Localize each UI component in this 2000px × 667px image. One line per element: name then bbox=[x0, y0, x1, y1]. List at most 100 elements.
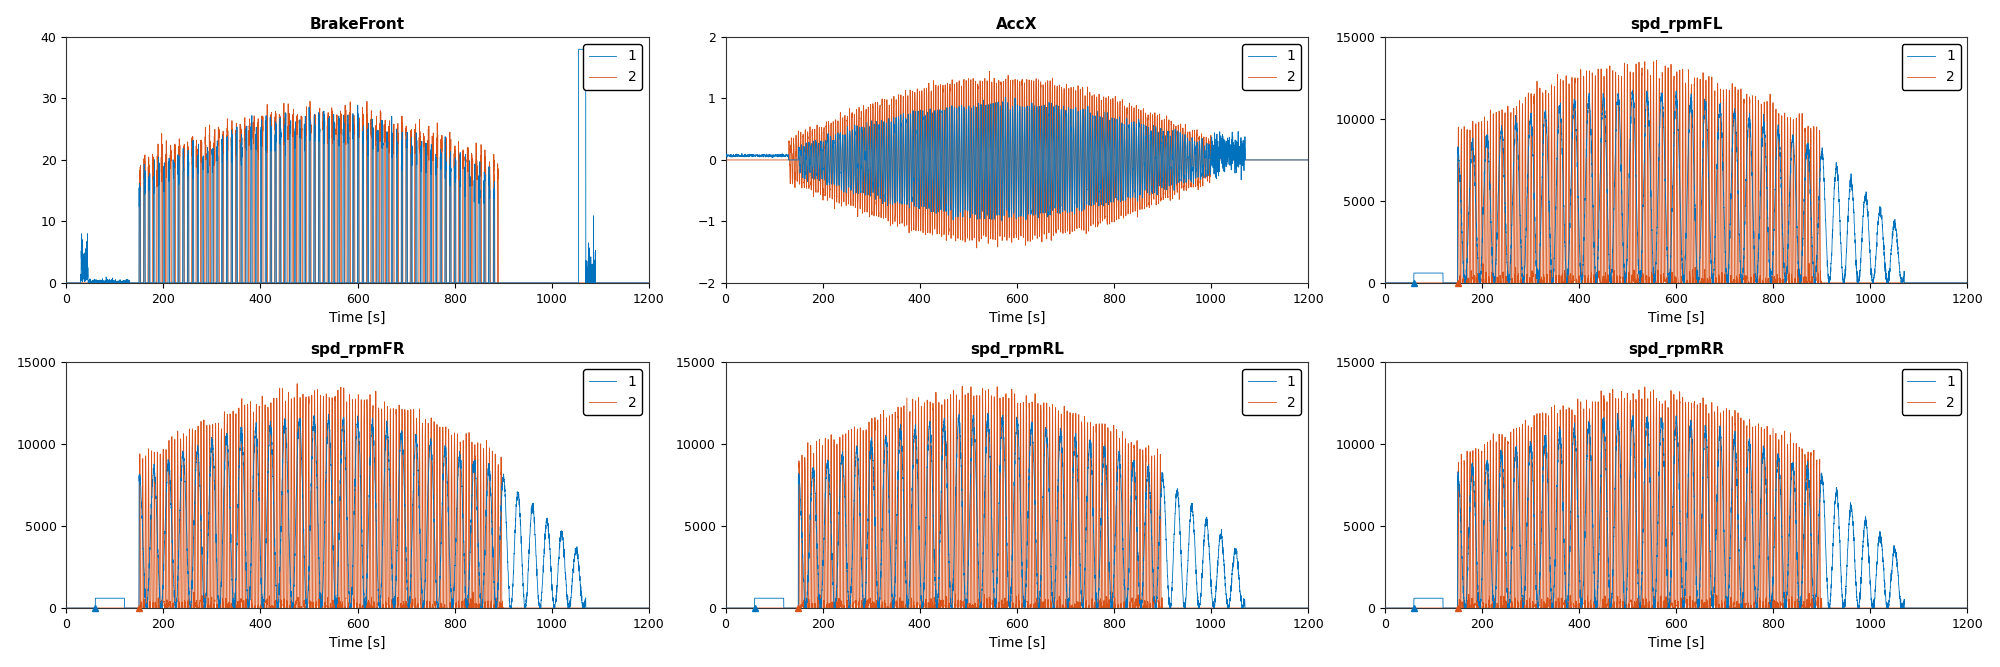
Title: spd_rpmRL: spd_rpmRL bbox=[970, 342, 1064, 358]
2 bbox=[714, 156, 738, 164]
2 bbox=[1622, 275, 1646, 283]
Legend: 1, 2: 1, 2 bbox=[584, 44, 642, 90]
1 bbox=[1956, 604, 1980, 612]
Title: spd_rpmFR: spd_rpmFR bbox=[310, 342, 404, 358]
1 bbox=[1780, 465, 1804, 473]
1 bbox=[1606, 410, 1630, 418]
2 bbox=[950, 382, 974, 390]
1 bbox=[314, 459, 338, 467]
2 bbox=[1496, 437, 1520, 445]
2 bbox=[1780, 271, 1804, 279]
2 bbox=[298, 97, 322, 105]
2 bbox=[1496, 103, 1520, 111]
1 bbox=[836, 593, 860, 601]
2 bbox=[578, 604, 602, 612]
1 bbox=[1034, 119, 1058, 127]
1 bbox=[1622, 132, 1646, 140]
2 bbox=[304, 604, 328, 612]
2 bbox=[1296, 604, 1320, 612]
2 bbox=[1034, 194, 1058, 202]
1 bbox=[964, 452, 988, 460]
Legend: 1, 2: 1, 2 bbox=[584, 369, 642, 415]
Title: AccX: AccX bbox=[996, 17, 1038, 31]
X-axis label: Time [s]: Time [s] bbox=[1648, 636, 1704, 650]
2 bbox=[964, 604, 988, 612]
Line: 1: 1 bbox=[66, 49, 648, 283]
1 bbox=[1120, 466, 1144, 474]
1 bbox=[1496, 598, 1520, 606]
2 bbox=[376, 410, 400, 418]
1 bbox=[990, 217, 1014, 225]
2 bbox=[286, 380, 310, 388]
2 bbox=[636, 604, 660, 612]
1 bbox=[462, 466, 486, 474]
1 bbox=[1372, 604, 1396, 612]
1 bbox=[974, 457, 998, 465]
1 bbox=[636, 604, 660, 612]
1 bbox=[1620, 87, 1644, 95]
2 bbox=[1694, 83, 1718, 91]
2 bbox=[1898, 279, 1922, 287]
2 bbox=[54, 604, 78, 612]
X-axis label: Time [s]: Time [s] bbox=[988, 311, 1046, 325]
1 bbox=[376, 136, 400, 144]
Legend: 1, 2: 1, 2 bbox=[1242, 369, 1302, 415]
Line: 1: 1 bbox=[726, 97, 1308, 221]
2 bbox=[1898, 604, 1922, 612]
1 bbox=[994, 93, 1018, 101]
Line: 2: 2 bbox=[1384, 387, 1968, 608]
2 bbox=[1632, 411, 1656, 419]
2 bbox=[1372, 279, 1396, 287]
Line: 1: 1 bbox=[1384, 91, 1968, 283]
2 bbox=[178, 279, 202, 287]
Line: 2: 2 bbox=[66, 101, 648, 283]
2 bbox=[836, 200, 860, 208]
1 bbox=[1694, 103, 1718, 111]
2 bbox=[314, 404, 338, 412]
2 bbox=[1632, 383, 1656, 391]
1 bbox=[1034, 431, 1058, 439]
1 bbox=[376, 430, 400, 438]
2 bbox=[1120, 183, 1144, 191]
1 bbox=[578, 279, 602, 287]
2 bbox=[1296, 156, 1320, 164]
X-axis label: Time [s]: Time [s] bbox=[1648, 311, 1704, 325]
1 bbox=[636, 279, 660, 287]
Line: 1: 1 bbox=[726, 414, 1308, 608]
2 bbox=[974, 400, 998, 408]
1 bbox=[714, 151, 738, 159]
2 bbox=[314, 279, 338, 287]
Line: 1: 1 bbox=[1384, 414, 1968, 608]
2 bbox=[1238, 604, 1262, 612]
1 bbox=[578, 604, 602, 612]
Legend: 1, 2: 1, 2 bbox=[1902, 369, 1960, 415]
2 bbox=[578, 279, 602, 287]
1 bbox=[714, 604, 738, 612]
1 bbox=[316, 410, 340, 418]
1 bbox=[976, 410, 1000, 418]
2 bbox=[462, 279, 486, 287]
1 bbox=[1632, 464, 1656, 472]
2 bbox=[54, 279, 78, 287]
1 bbox=[1296, 156, 1320, 164]
2 bbox=[376, 279, 400, 287]
1 bbox=[1898, 604, 1922, 612]
2 bbox=[1632, 57, 1656, 65]
2 bbox=[636, 279, 660, 287]
Legend: 1, 2: 1, 2 bbox=[1242, 44, 1302, 90]
1 bbox=[304, 279, 328, 287]
1 bbox=[1296, 604, 1320, 612]
1 bbox=[460, 279, 484, 287]
1 bbox=[1898, 279, 1922, 287]
1 bbox=[314, 279, 338, 287]
Line: 2: 2 bbox=[726, 71, 1308, 248]
1 bbox=[974, 123, 998, 131]
Legend: 1, 2: 1, 2 bbox=[1902, 44, 1960, 90]
1 bbox=[178, 279, 202, 287]
2 bbox=[964, 244, 988, 252]
1 bbox=[1956, 279, 1980, 287]
2 bbox=[1780, 599, 1804, 607]
2 bbox=[714, 604, 738, 612]
2 bbox=[178, 432, 202, 440]
1 bbox=[54, 279, 78, 287]
